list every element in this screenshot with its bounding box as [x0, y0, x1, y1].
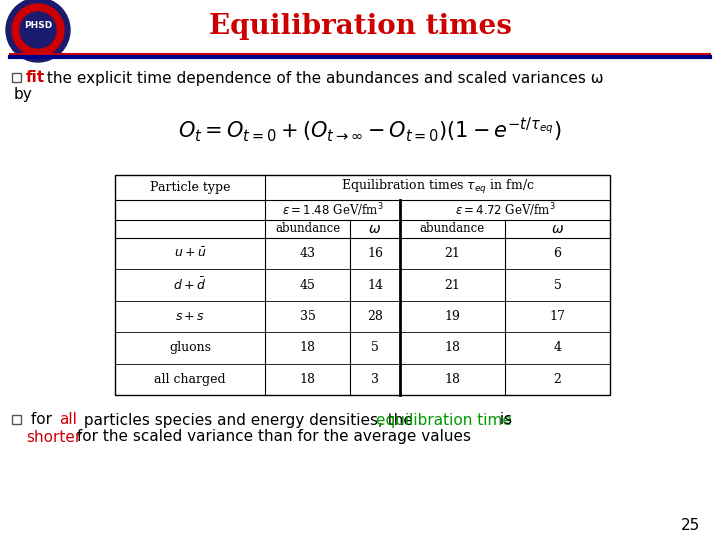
Text: fit: fit — [26, 71, 45, 85]
Text: 21: 21 — [444, 247, 460, 260]
Text: 14: 14 — [367, 279, 383, 292]
Text: 6: 6 — [554, 247, 562, 260]
Text: $\varepsilon = 4.72$ GeV/fm$^3$: $\varepsilon = 4.72$ GeV/fm$^3$ — [454, 201, 555, 219]
Text: Equilibration times $\tau_{eq}$ in fm/c: Equilibration times $\tau_{eq}$ in fm/c — [341, 179, 534, 197]
Text: for: for — [26, 413, 57, 428]
Text: 17: 17 — [549, 310, 565, 323]
Text: 5: 5 — [371, 341, 379, 354]
Text: $s + s$: $s + s$ — [175, 310, 205, 323]
Text: 3: 3 — [371, 373, 379, 386]
Text: $O_t = O_{t=0} + (O_{t\to\infty} - O_{t=0})\left(1 - e^{-t/\tau_{eq}}\right)$: $O_t = O_{t=0} + (O_{t\to\infty} - O_{t=… — [179, 116, 562, 144]
Text: is: is — [495, 413, 512, 428]
Text: Equilibration times: Equilibration times — [209, 12, 511, 39]
Text: 25: 25 — [680, 517, 700, 532]
Text: 4: 4 — [554, 341, 562, 354]
Text: $d + \bar{d}$: $d + \bar{d}$ — [174, 277, 207, 293]
Text: particles species and energy densities, the: particles species and energy densities, … — [78, 413, 418, 428]
Text: 16: 16 — [367, 247, 383, 260]
Text: abundance: abundance — [275, 222, 340, 235]
Text: $\omega$: $\omega$ — [369, 222, 382, 236]
Text: $\omega$: $\omega$ — [551, 222, 564, 236]
Text: 5: 5 — [554, 279, 562, 292]
Circle shape — [20, 12, 56, 48]
Text: all charged: all charged — [154, 373, 226, 386]
Text: equilibration time: equilibration time — [376, 413, 512, 428]
Bar — [12, 73, 21, 82]
Text: 2: 2 — [554, 373, 562, 386]
Bar — [115, 175, 610, 395]
Text: gluons: gluons — [169, 341, 211, 354]
Text: $\varepsilon = 1.48$ GeV/fm$^3$: $\varepsilon = 1.48$ GeV/fm$^3$ — [282, 201, 383, 219]
Text: 18: 18 — [444, 373, 461, 386]
Text: abundance: abundance — [420, 222, 485, 235]
Text: 18: 18 — [444, 341, 461, 354]
Text: $u + \bar{u}$: $u + \bar{u}$ — [174, 247, 207, 260]
Circle shape — [12, 4, 64, 56]
Text: all: all — [59, 413, 77, 428]
Text: 18: 18 — [300, 341, 315, 354]
Circle shape — [6, 0, 70, 62]
Text: shorter: shorter — [26, 429, 81, 444]
Text: 43: 43 — [300, 247, 315, 260]
Text: 18: 18 — [300, 373, 315, 386]
Text: 19: 19 — [444, 310, 460, 323]
Text: PHSD: PHSD — [24, 22, 52, 30]
Text: Particle type: Particle type — [150, 181, 230, 194]
Text: 21: 21 — [444, 279, 460, 292]
Text: the explicit time dependence of the abundances and scaled variances ω: the explicit time dependence of the abun… — [42, 71, 603, 85]
Bar — [12, 415, 21, 424]
Text: 28: 28 — [367, 310, 383, 323]
Text: 35: 35 — [300, 310, 315, 323]
Text: for the scaled variance than for the average values: for the scaled variance than for the ave… — [72, 429, 471, 444]
Text: 45: 45 — [300, 279, 315, 292]
Text: by: by — [14, 86, 32, 102]
